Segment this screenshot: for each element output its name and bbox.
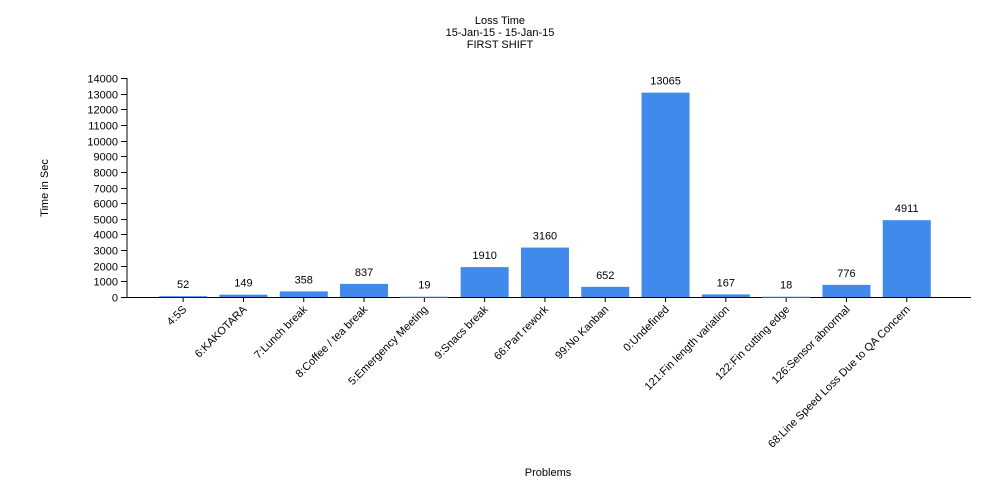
bar <box>279 291 328 297</box>
category-label: 99:No Kanban <box>553 304 611 362</box>
category-label: 68:Line Speed Loss Due to QA Concern <box>766 304 913 451</box>
bar <box>460 267 509 297</box>
y-tick-label: 8000 <box>94 168 118 180</box>
data-label: 19 <box>418 280 430 292</box>
y-tick-label: 2000 <box>94 262 118 274</box>
bar <box>762 296 811 298</box>
data-label: 1910 <box>472 250 496 262</box>
data-label: 776 <box>837 268 855 280</box>
x-axis-title: Problems <box>525 467 572 479</box>
chart-subtitle-date-range: 15-Jan-15 - 15-Jan-15 <box>445 27 555 39</box>
data-label: 358 <box>295 274 313 286</box>
bar <box>882 220 931 297</box>
y-tick-label: 10000 <box>87 137 118 149</box>
bar <box>219 294 268 297</box>
category-label: 9:Snacs break <box>433 303 492 362</box>
category-label: 4:5S <box>165 304 189 328</box>
category-label: 66:Part rework <box>492 303 551 362</box>
data-label: 3160 <box>533 231 557 243</box>
y-tick-label: 12000 <box>87 105 118 117</box>
chart-subtitle-shift: FIRST SHIFT <box>466 39 534 51</box>
bar <box>822 284 871 297</box>
bar <box>400 296 449 298</box>
chart-title: Loss Time <box>474 15 526 27</box>
data-label: 837 <box>355 267 373 279</box>
category-label: 7:Lunch break <box>252 303 310 361</box>
y-tick-label: 5000 <box>94 215 118 227</box>
y-tick-label: 1000 <box>94 277 118 289</box>
bar <box>641 92 690 297</box>
data-label: 52 <box>177 279 189 291</box>
data-labels: 52 149 358 837 19 1910 3160 652 13065 167 18 776 491… <box>177 76 919 292</box>
y-tick-label: 7000 <box>94 184 118 196</box>
bar <box>520 247 569 297</box>
data-label: 13065 <box>650 76 681 88</box>
bar <box>581 286 630 297</box>
y-axis-title: Time in Sec <box>39 159 51 217</box>
data-label: 4911 <box>895 203 919 215</box>
y-tick-label: 14000 <box>87 74 118 86</box>
y-tick-label: 3000 <box>94 246 118 258</box>
y-axis: 0 1000 2000 3000 4000 5000 6000 7000 8000 9000 100… <box>87 74 128 305</box>
data-label: 167 <box>717 277 735 289</box>
bar <box>701 294 750 297</box>
category-label: 0:Undefined <box>621 304 671 354</box>
chart-title-block: Loss Time 15-Jan-15 - 15-Jan-15 FIRST SH… <box>0 15 1000 51</box>
y-tick-label: 6000 <box>94 199 118 211</box>
category-label: 6:KAKOTARA <box>193 303 250 360</box>
y-tick-label: 11000 <box>88 121 118 133</box>
x-axis <box>127 297 971 302</box>
y-tick-label: 0 <box>112 293 118 305</box>
data-label: 652 <box>596 270 614 282</box>
bar <box>159 296 208 298</box>
bar <box>340 283 389 297</box>
data-label: 18 <box>780 280 792 292</box>
y-tick-label: 4000 <box>94 230 118 242</box>
data-label: 149 <box>234 278 252 290</box>
bars <box>159 92 931 298</box>
y-tick-label: 9000 <box>94 152 118 164</box>
y-tick-label: 13000 <box>87 90 118 102</box>
